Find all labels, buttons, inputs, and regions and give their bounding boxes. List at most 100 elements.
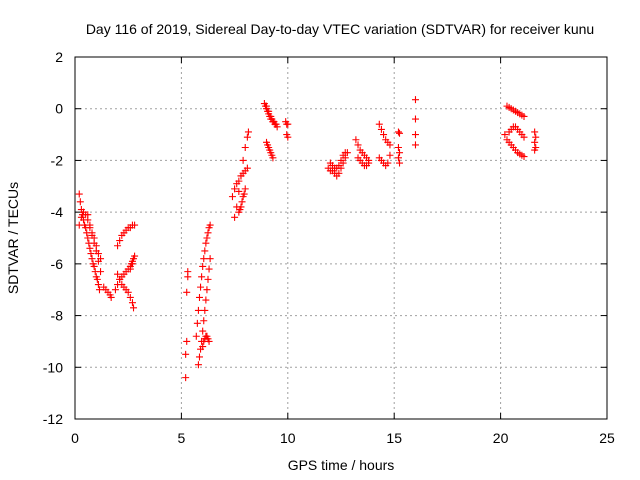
data-point (241, 144, 249, 151)
data-point (90, 234, 98, 242)
data-point (235, 187, 243, 195)
data-point (183, 337, 191, 345)
chart-title: Day 116 of 2019, Sidereal Day-to-day VTE… (86, 21, 594, 37)
series-track-d (100, 283, 115, 301)
data-points (75, 96, 540, 382)
data-point (199, 262, 207, 270)
data-point (199, 327, 207, 335)
data-point (124, 288, 132, 296)
series-track-ad (501, 131, 528, 161)
x-tick-label: 25 (599, 430, 615, 446)
data-point (95, 286, 103, 294)
data-point (92, 242, 100, 250)
x-tick-labels: 0 5 10 15 20 25 (71, 430, 615, 446)
data-point (75, 190, 83, 198)
series-track-k (192, 221, 214, 340)
series-track-n (228, 164, 251, 201)
data-point (384, 159, 392, 167)
data-point (335, 162, 343, 170)
data-point (197, 283, 205, 291)
y-tick-label: -12 (43, 411, 63, 427)
data-point (228, 193, 236, 201)
data-point (203, 286, 211, 294)
data-point (386, 151, 394, 159)
y-tick-label: 0 (55, 101, 63, 117)
data-point (243, 133, 251, 141)
data-point (231, 185, 239, 193)
data-point (94, 281, 102, 289)
data-point (131, 221, 139, 229)
series-track-c (84, 211, 105, 263)
data-point (116, 237, 124, 245)
y-tick-label: -2 (51, 152, 64, 168)
series-track-g (114, 270, 138, 312)
data-point (204, 229, 212, 237)
data-point (235, 177, 243, 185)
data-point (182, 350, 190, 358)
data-point (411, 115, 419, 123)
data-point (182, 374, 190, 382)
y-tick-label: -6 (51, 256, 64, 272)
data-point (520, 112, 528, 120)
plot-frame (74, 56, 608, 420)
data-point (75, 221, 83, 229)
data-point (90, 262, 98, 270)
data-point (97, 255, 105, 263)
data-point (111, 286, 119, 294)
data-point (520, 133, 528, 141)
data-point (269, 154, 277, 162)
data-point (116, 275, 124, 283)
data-point (263, 102, 271, 110)
data-point (87, 250, 95, 258)
x-tick-label: 10 (280, 430, 296, 446)
data-point (130, 304, 138, 312)
y-tick-label: -10 (43, 359, 63, 375)
data-point (200, 317, 208, 325)
data-point (93, 275, 101, 283)
data-point (396, 149, 404, 157)
data-point (94, 250, 102, 258)
data-point (239, 156, 247, 164)
series-track-h (126, 252, 139, 273)
series-track-z (394, 128, 404, 167)
data-point (501, 131, 509, 139)
data-point (411, 141, 419, 149)
data-point (267, 112, 275, 120)
data-point (396, 129, 404, 137)
y-tick-label: -8 (51, 308, 64, 324)
data-point (532, 133, 540, 141)
data-point (198, 273, 206, 281)
data-point (271, 120, 279, 128)
data-point (386, 141, 394, 149)
data-point (205, 265, 213, 273)
x-axis-label: GPS time / hours (288, 457, 395, 473)
data-point (354, 141, 362, 149)
data-point (126, 293, 134, 301)
data-point (131, 252, 139, 260)
data-point (380, 131, 388, 139)
data-point (126, 265, 134, 273)
series-track-o (235, 185, 249, 216)
data-point (114, 270, 122, 278)
data-point (365, 159, 373, 167)
data-point (204, 275, 212, 283)
data-point (244, 128, 252, 136)
data-point (394, 128, 402, 136)
data-point (203, 234, 211, 242)
data-point (200, 255, 208, 263)
data-point (107, 293, 115, 301)
data-point (237, 203, 245, 211)
y-tick-labels: -12 -10 -8 -6 -4 -2 0 2 (43, 49, 63, 427)
data-point (76, 198, 84, 206)
series-track-ac (505, 123, 528, 141)
data-point (195, 293, 203, 301)
data-point (284, 133, 292, 141)
data-point (206, 221, 214, 229)
series-track-l (199, 332, 213, 351)
data-point (531, 128, 539, 136)
data-point (206, 255, 214, 263)
series-track-ab (503, 102, 528, 120)
y-axis-label: SDTVAR / TECUs (5, 182, 21, 294)
